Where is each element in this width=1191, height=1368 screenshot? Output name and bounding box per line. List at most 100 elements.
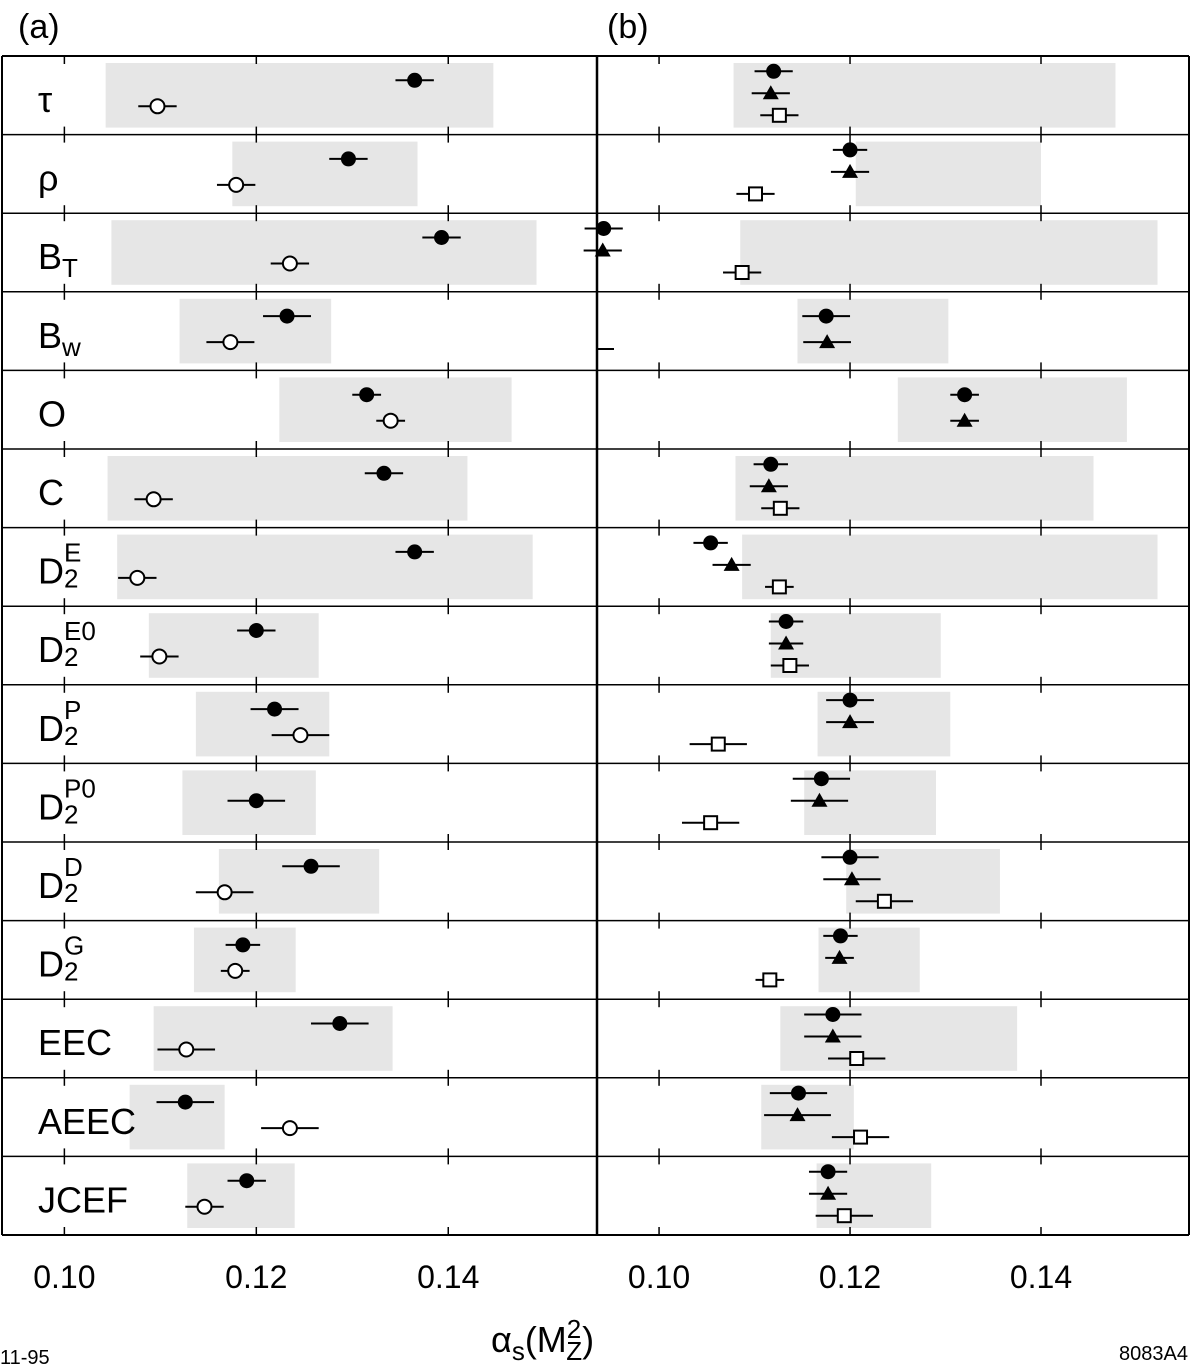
band-p0-r11 <box>193 927 296 993</box>
band-p0-r1 <box>232 141 418 207</box>
row-label-8: DP 2 <box>38 695 81 751</box>
point-p1-r3-s0 <box>818 308 834 324</box>
point-p1-r11-s0 <box>832 928 848 944</box>
point-p0-r12-s0 <box>332 1016 348 1031</box>
x-tick-label-p0-0: 0.10 <box>33 1259 95 1295</box>
band-p0-r6 <box>117 534 533 600</box>
point-p0-r13-s0 <box>177 1094 193 1110</box>
band-p1-r3 <box>797 298 949 364</box>
point-p1-r5-s0 <box>763 456 779 472</box>
point-p1-r1-s2 <box>748 186 764 202</box>
band-p0-r10 <box>218 849 380 914</box>
band-p1-r13 <box>761 1084 854 1150</box>
band-p1-r7 <box>770 613 941 678</box>
point-p1-r12-s0 <box>825 1007 841 1022</box>
point-p1-r2-s2 <box>734 265 750 280</box>
point-p1-r7-s1 <box>778 635 795 650</box>
point-p1-r11-s1 <box>831 949 848 964</box>
point-p1-r0-s2 <box>771 107 787 123</box>
point-p0-r6-s0 <box>407 544 423 560</box>
point-p1-r3-s1 <box>819 334 836 349</box>
point-p1-r14-s1 <box>820 1185 837 1200</box>
row-label-9: DP0 2 <box>38 773 96 829</box>
row-label-12: EEC <box>38 1022 112 1063</box>
point-p1-r1-s0 <box>842 142 858 158</box>
point-p1-r6-s0 <box>703 535 719 551</box>
row-label-14: JCEF <box>38 1179 128 1220</box>
point-p1-r9-s2 <box>703 815 719 831</box>
point-p1-r8-s0 <box>842 692 858 708</box>
point-p0-r11-s1 <box>227 962 244 979</box>
point-p1-r8-s2 <box>710 736 726 752</box>
band-p0-r2 <box>111 220 537 285</box>
x-tick-label-p0-2: 0.14 <box>417 1259 479 1295</box>
point-p0-r7-s0 <box>248 623 264 638</box>
band-p1-r14 <box>816 1163 932 1228</box>
band-p1-r6 <box>742 534 1158 600</box>
band-p1-r5 <box>735 456 1094 521</box>
point-p1-r6-s2 <box>771 579 787 595</box>
point-p1-r14-s0 <box>820 1164 836 1180</box>
point-p0-r0-s0 <box>407 72 423 88</box>
frame-layer <box>1 55 1190 1236</box>
point-p0-r13-s1 <box>281 1120 298 1137</box>
point-p0-r4-s0 <box>359 387 375 403</box>
point-p1-r4-s0 <box>957 387 973 403</box>
point-p0-r2-s0 <box>434 230 450 245</box>
panel-label-b: (b) <box>607 8 649 46</box>
point-p0-r14-s1 <box>196 1198 213 1215</box>
point-p1-r10-s1 <box>843 871 860 886</box>
row-label-3: Bw <box>38 315 81 362</box>
band-p0-r13 <box>129 1084 225 1150</box>
point-p1-r4-s1 <box>956 412 973 427</box>
point-p0-r2-s1 <box>281 255 298 272</box>
row-label-0: τ <box>38 79 52 120</box>
point-p0-r7-s1 <box>151 648 168 665</box>
point-p0-r12-s1 <box>178 1041 195 1058</box>
band-p1-r12 <box>780 1006 1018 1071</box>
band-p0-r5 <box>107 456 468 521</box>
band-p0-r3 <box>179 298 332 364</box>
point-p1-r2-s1 <box>594 242 611 257</box>
band-p1-r0 <box>733 63 1116 128</box>
row-label-6: DE 2 <box>38 538 81 594</box>
point-p1-r13-s2 <box>853 1129 869 1145</box>
panel-label-a: (a) <box>18 8 60 46</box>
point-p0-r1-s1 <box>228 176 245 193</box>
band-p0-r8 <box>195 691 330 757</box>
point-p1-r1-s1 <box>842 163 859 178</box>
point-p0-r3-s1 <box>222 334 239 351</box>
row-label-5: C <box>38 472 64 513</box>
row-labels-layer: τρ BT Bw OC DE 2 DE0 2 DP 2 DP0 2 DD 2 DG 2 EEC AEEC JCEF <box>38 79 136 1220</box>
row-label-7: DE0 2 <box>38 616 96 672</box>
row-label-1: ρ <box>38 158 58 199</box>
band-p1-r1 <box>855 141 1041 207</box>
band-p1-r8 <box>817 691 951 757</box>
row-label-13: AEEC <box>38 1101 136 1142</box>
point-p0-r5-s0 <box>376 465 392 481</box>
x-tick-label-p1-0: 0.10 <box>628 1259 690 1295</box>
point-p1-r13-s1 <box>789 1107 806 1122</box>
point-p0-r10-s0 <box>303 858 319 874</box>
point-p1-r14-s2 <box>836 1208 852 1224</box>
point-p1-r10-s2 <box>876 893 892 909</box>
band-p0-r4 <box>279 377 512 442</box>
x-tick-label-p0-1: 0.12 <box>225 1259 287 1295</box>
x-tick-label-p1-2: 0.14 <box>1010 1259 1072 1295</box>
point-p1-r9-s0 <box>813 771 829 787</box>
point-p0-r3-s0 <box>279 308 295 324</box>
point-p1-r5-s1 <box>760 478 777 493</box>
point-p1-r12-s1 <box>824 1028 841 1043</box>
point-p0-r10-s1 <box>216 884 233 901</box>
bands-layer <box>105 63 1158 1228</box>
point-p0-r9-s0 <box>248 793 264 809</box>
point-p0-r6-s1 <box>129 569 146 586</box>
point-p1-r6-s1 <box>723 556 740 571</box>
point-p0-r8-s0 <box>267 701 283 717</box>
row-label-2: BT <box>38 236 78 283</box>
point-p1-r0-s1 <box>762 85 779 100</box>
point-p1-r10-s0 <box>842 849 858 865</box>
point-p1-r5-s2 <box>772 500 788 516</box>
band-p1-r2 <box>740 220 1158 285</box>
point-p1-r0-s0 <box>766 63 782 79</box>
